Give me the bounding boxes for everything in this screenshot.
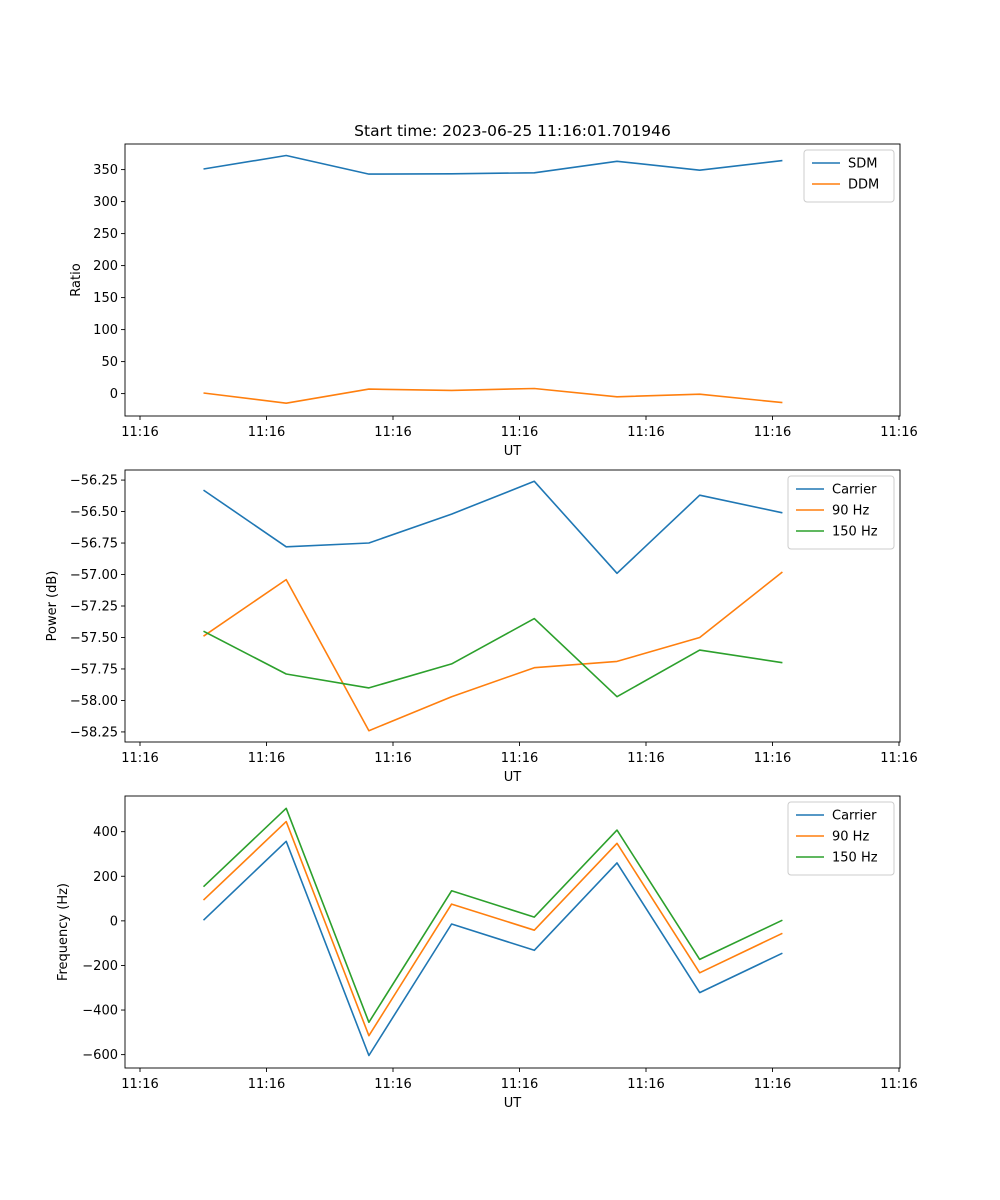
legend-entry-label: Carrier <box>832 809 877 824</box>
y-axis-label: Power (dB) <box>45 571 60 642</box>
subplot-1: 11:1611:1611:1611:1611:1611:1611:1611:17… <box>69 143 918 459</box>
legend-entry-label: 90 Hz <box>832 830 869 845</box>
x-tick-label: 11:16 <box>248 425 285 440</box>
x-tick-label: 11:16 <box>627 751 664 766</box>
x-tick-label: 11:16 <box>248 751 285 766</box>
x-axis-label: UT <box>504 444 522 459</box>
x-tick-label: 11:16 <box>121 1077 158 1092</box>
x-tick-label: 11:16 <box>880 751 917 766</box>
legend: Carrier 90 Hz 150 Hz <box>787 475 895 550</box>
series-line-150-hz <box>203 617 783 698</box>
y-tick-label: −58.00 <box>70 694 118 709</box>
axes-frame <box>124 469 901 743</box>
y-tick-label: 200 <box>93 870 118 885</box>
subplots: 11:1611:1611:1611:1611:1611:1611:1611:17… <box>45 143 918 1111</box>
x-tick-label: 11:16 <box>248 1077 285 1092</box>
series-line-sdm <box>203 154 783 175</box>
y-tick-label: 50 <box>101 355 118 370</box>
x-tick-label: 11:16 <box>121 425 158 440</box>
legend-entry-label: 150 Hz <box>832 851 878 866</box>
x-tick-label: 11:16 <box>374 425 411 440</box>
subplot-3: 11:1611:1611:1611:1611:1611:1611:1611:17… <box>56 795 918 1111</box>
legend-entry-label: Carrier <box>832 483 877 498</box>
y-tick-label: 300 <box>93 195 118 210</box>
y-axis-label: Ratio <box>69 263 84 296</box>
axes-frame <box>124 795 901 1069</box>
series-line-carrier <box>202 840 783 1057</box>
y-tick-label: −58.25 <box>70 725 118 740</box>
x-tick-label: 11:16 <box>501 1077 538 1092</box>
y-tick-label: −57.25 <box>70 600 118 615</box>
series-line-90-hz <box>203 571 783 732</box>
y-tick-label: 350 <box>93 163 118 178</box>
y-tick-label: −56.25 <box>70 474 118 489</box>
x-tick-label: 11:16 <box>374 1077 411 1092</box>
x-tick-label: 11:16 <box>121 751 158 766</box>
subplot-2: 11:1611:1611:1611:1611:1611:1611:1611:17… <box>45 469 918 785</box>
x-tick-label: 11:16 <box>880 425 917 440</box>
x-tick-label: 11:16 <box>754 1077 791 1092</box>
legend-entry-label: SDM <box>848 157 877 172</box>
y-tick-label: −56.50 <box>70 505 118 520</box>
y-tick-label: 200 <box>93 259 118 274</box>
x-tick-label: 11:16 <box>880 1077 917 1092</box>
y-tick-label: 250 <box>93 227 118 242</box>
y-tick-label: −56.75 <box>70 537 118 552</box>
legend-entry-label: 150 Hz <box>832 525 878 540</box>
y-tick-label: −57.00 <box>70 568 118 583</box>
legend: SDM DDM <box>803 149 895 203</box>
x-tick-label: 11:16 <box>627 425 664 440</box>
y-tick-label: −57.50 <box>70 631 118 646</box>
x-tick-label: 11:16 <box>501 751 538 766</box>
x-tick-label: 11:16 <box>627 1077 664 1092</box>
series-line-ddm <box>203 387 783 405</box>
y-tick-label: −200 <box>82 959 118 974</box>
y-tick-label: 400 <box>93 825 118 840</box>
chart-title: Start time: 2023-06-25 11:16:01.701946 <box>354 122 671 140</box>
y-tick-label: −57.75 <box>70 662 118 677</box>
legend-entry-label: DDM <box>848 178 879 193</box>
x-tick-label: 11:16 <box>374 751 411 766</box>
y-tick-label: 0 <box>110 914 118 929</box>
legend-entry-label: 90 Hz <box>832 504 869 519</box>
series-line-90-hz <box>202 820 783 1037</box>
y-tick-label: 0 <box>110 387 118 402</box>
axes-frame <box>124 143 901 417</box>
y-tick-label: 100 <box>93 323 118 338</box>
series-line-carrier <box>203 480 783 575</box>
series-line-150-hz <box>202 807 783 1024</box>
x-tick-label: 11:16 <box>754 425 791 440</box>
legend: Carrier 90 Hz 150 Hz <box>787 801 895 876</box>
x-tick-label: 11:16 <box>754 751 791 766</box>
x-tick-label: 11:16 <box>501 425 538 440</box>
x-axis-label: UT <box>504 770 522 785</box>
y-tick-label: −600 <box>82 1048 118 1063</box>
y-tick-label: −400 <box>82 1004 118 1019</box>
y-axis-label: Frequency (Hz) <box>56 883 71 981</box>
y-tick-label: 150 <box>93 291 118 306</box>
x-axis-label: UT <box>504 1096 522 1111</box>
